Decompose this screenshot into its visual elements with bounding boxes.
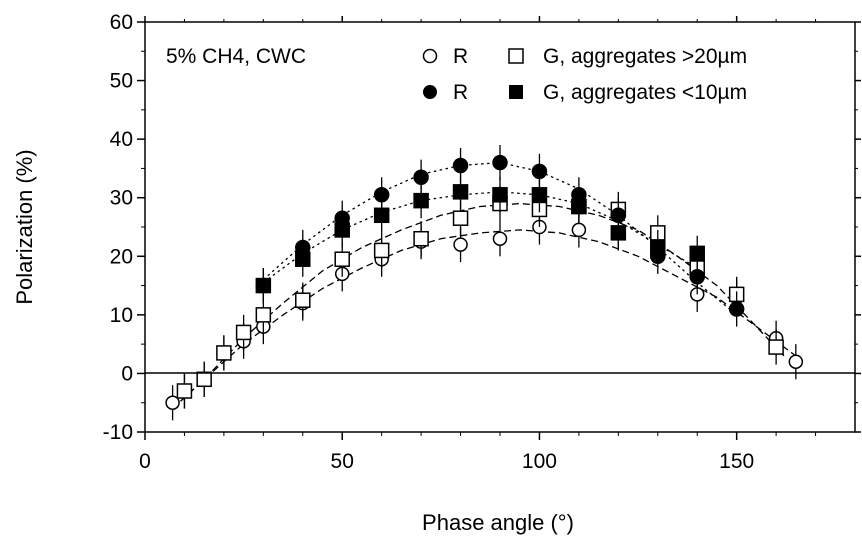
y-tick-label: 10 bbox=[110, 304, 133, 327]
data-point-open-square bbox=[176, 383, 193, 399]
data-point-open-circle bbox=[788, 354, 804, 369]
data-point-filled-square bbox=[689, 245, 705, 262]
data-point-open-square bbox=[413, 230, 429, 247]
data-point-open-circle bbox=[165, 395, 180, 410]
data-point-open-square bbox=[334, 251, 350, 267]
data-point-open-square bbox=[373, 242, 390, 259]
data-point-filled-circle bbox=[531, 163, 548, 180]
data-point-filled-circle bbox=[689, 269, 705, 285]
x-tick-label: 150 bbox=[719, 450, 754, 473]
data-point-filled-circle bbox=[492, 154, 508, 171]
fit-curve-3 bbox=[262, 191, 698, 284]
legend: R G, aggregates >20µm R G, aggregates <1… bbox=[422, 45, 747, 104]
data-points bbox=[165, 145, 804, 421]
data-point-filled-circle bbox=[728, 301, 745, 317]
data-point-filled-square bbox=[413, 192, 429, 209]
x-tick-label: 50 bbox=[331, 450, 354, 473]
data-point-filled-square bbox=[610, 225, 627, 241]
y-tick-label: 40 bbox=[110, 128, 133, 151]
chart-annotation: 5% CH4, CWC bbox=[166, 45, 306, 68]
data-point-open-square bbox=[768, 339, 784, 355]
x-tick-label: 100 bbox=[522, 450, 557, 473]
data-point-open-circle bbox=[453, 237, 468, 252]
legend-r-label-1: R bbox=[453, 45, 468, 68]
x-tick-label: 0 bbox=[139, 450, 151, 473]
legend-g-label-1: G, aggregates >20µm bbox=[543, 45, 747, 68]
data-point-open-square bbox=[255, 307, 272, 323]
data-point-open-circle bbox=[571, 222, 587, 238]
data-point-open-square bbox=[196, 371, 212, 388]
legend-g-label-2: G, aggregates <10µm bbox=[543, 81, 747, 104]
legend-filled-circle-icon bbox=[423, 85, 437, 99]
y-tick-label: 20 bbox=[110, 245, 133, 268]
data-point-open-circle bbox=[492, 231, 508, 246]
data-point-open-square bbox=[452, 210, 469, 226]
y-tick-label: 0 bbox=[121, 362, 133, 385]
x-axis-title: Phase angle (°) bbox=[422, 510, 574, 535]
fit-curve-1 bbox=[172, 202, 785, 410]
legend-open-circle-icon bbox=[422, 48, 438, 64]
data-point-filled-circle bbox=[413, 169, 429, 185]
data-point-filled-square bbox=[295, 251, 311, 267]
y-axis-title: Polarization (%) bbox=[12, 149, 37, 304]
y-tick-label: 30 bbox=[110, 187, 133, 210]
legend-open-square-icon bbox=[508, 48, 524, 64]
ticks: -10 0 10 20 30 40 50 60 0 50 100 150 bbox=[103, 11, 861, 473]
data-point-filled-square bbox=[571, 198, 587, 215]
data-point-filled-square bbox=[334, 222, 350, 238]
data-point-filled-circle bbox=[452, 157, 469, 174]
data-point-filled-square bbox=[373, 207, 390, 224]
legend-r-label-2: R bbox=[453, 81, 468, 104]
data-point-open-square bbox=[295, 292, 311, 308]
data-point-filled-square bbox=[492, 187, 508, 203]
data-point-filled-square bbox=[650, 239, 666, 256]
data-point-filled-square bbox=[531, 187, 548, 203]
y-tick-label: 60 bbox=[110, 11, 133, 34]
data-point-open-square bbox=[216, 345, 232, 361]
data-point-filled-square bbox=[255, 277, 272, 294]
y-tick-label: 50 bbox=[110, 70, 133, 93]
legend-filled-square-icon bbox=[509, 85, 523, 99]
data-point-filled-square bbox=[452, 184, 469, 200]
data-point-open-square bbox=[235, 324, 252, 341]
y-tick-label: -10 bbox=[103, 421, 133, 444]
